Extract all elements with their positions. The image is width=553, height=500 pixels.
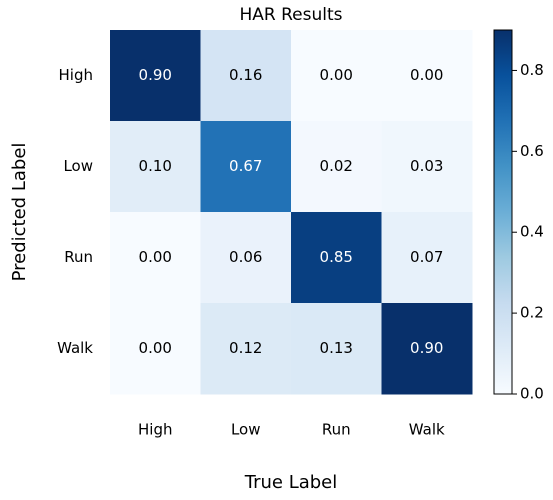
cell-label: 0.03	[410, 157, 443, 175]
x-axis-label: True Label	[244, 472, 338, 493]
colorbar-tick-label: 0.2	[520, 304, 544, 322]
x-tick-label: Low	[231, 421, 261, 439]
cell	[381, 121, 473, 213]
colorbar	[493, 29, 513, 395]
colorbar-tick-label: 0.4	[520, 223, 544, 241]
cell	[110, 303, 201, 395]
cell-label: 0.00	[320, 66, 353, 84]
cell	[110, 30, 201, 122]
x-tick-label: Walk	[409, 421, 445, 439]
y-tick-label: Run	[64, 248, 93, 266]
cell	[381, 212, 473, 304]
y-tick-label: Walk	[57, 339, 93, 357]
cell	[381, 303, 473, 395]
cell-label: 0.02	[320, 157, 353, 175]
colorbar-tick-label: 0.0	[520, 385, 544, 403]
cell-label: 0.85	[320, 248, 353, 266]
cell	[291, 303, 382, 395]
cell-label: 0.00	[410, 66, 443, 84]
cell-label: 0.90	[410, 339, 443, 357]
y-tick-label: Low	[63, 157, 93, 175]
cell	[110, 212, 201, 304]
cell-label: 0.06	[229, 248, 262, 266]
x-tick-label: Run	[322, 421, 351, 439]
cell	[200, 303, 292, 395]
cell	[200, 212, 292, 304]
cell-label: 0.07	[410, 248, 443, 266]
y-axis-label: Predicted Label	[9, 143, 30, 282]
cell-label: 0.12	[229, 339, 262, 357]
colorbar-tick-label: 0.6	[520, 142, 544, 160]
y-tick-label: High	[59, 66, 93, 84]
cell	[200, 121, 292, 213]
cell-label: 0.00	[139, 248, 172, 266]
cell	[200, 30, 292, 122]
cell-label: 0.67	[229, 157, 262, 175]
cell-label: 0.00	[139, 339, 172, 357]
cell	[381, 30, 473, 122]
colorbar-tick-label: 0.8	[520, 61, 544, 79]
cell-label: 0.90	[139, 66, 172, 84]
cell	[291, 212, 382, 304]
cell	[291, 30, 382, 122]
cell	[291, 121, 382, 213]
chart-title: HAR Results	[239, 5, 342, 25]
x-tick-label: High	[138, 421, 172, 439]
cell	[110, 121, 201, 213]
cell-label: 0.13	[320, 339, 353, 357]
cell-label: 0.16	[229, 66, 262, 84]
cell-label: 0.10	[139, 157, 172, 175]
